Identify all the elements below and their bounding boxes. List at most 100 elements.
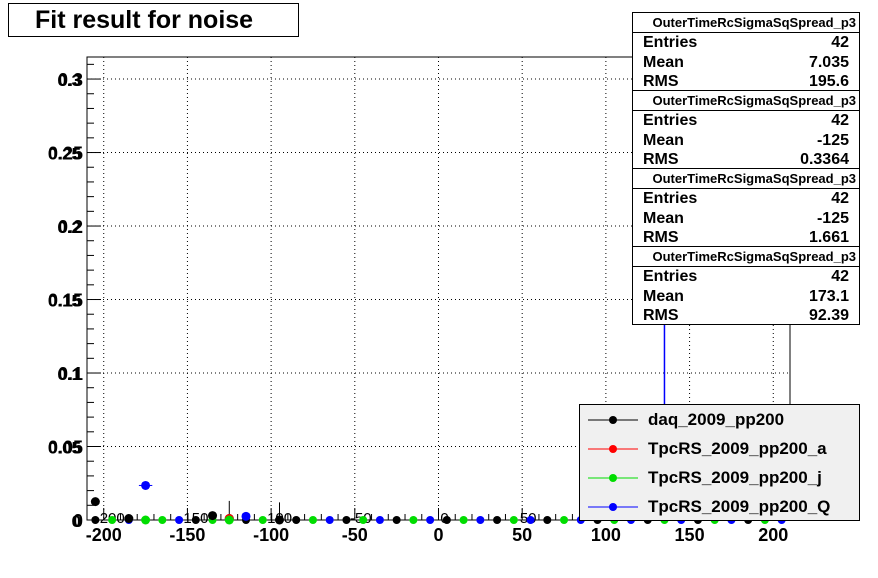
zero-point: [308, 516, 317, 524]
stats-label: Mean: [643, 209, 684, 227]
zero-point: [325, 516, 334, 524]
stats-label: Mean: [643, 131, 684, 149]
stats-label: Entries: [643, 112, 698, 129]
stats-header: OuterTimeRcSigmaSqSpread_p3: [633, 247, 859, 267]
stats-value: -125: [816, 131, 849, 149]
data-point: [90, 497, 100, 507]
x-tick-label: 100: [591, 525, 621, 545]
stats-row-entries: Entries 42: [633, 33, 859, 53]
y-tick-label: 0.25: [48, 144, 83, 164]
inner-y-tick-label: 0.1: [57, 365, 81, 384]
stats-label: RMS: [643, 229, 679, 246]
legend-entry: TpcRS_2009_pp200_a: [580, 435, 859, 464]
y-tick-label: 0.2: [58, 217, 83, 237]
y-tick-label: 0.3: [58, 70, 83, 90]
stats-row-entries: Entries 42: [633, 267, 859, 287]
zero-point: [459, 516, 468, 524]
stats-box-2: OuterTimeRcSigmaSqSpread_p3 Entries 42 Me…: [632, 90, 860, 169]
stats-label: Entries: [643, 268, 698, 285]
zero-point: [292, 516, 301, 524]
data-point: [141, 480, 151, 490]
stats-value: 7.035: [808, 53, 849, 71]
data-point: [241, 511, 251, 521]
stats-row-mean: Mean 173.1: [633, 287, 859, 307]
stats-row-rms: RMS 0.3364: [633, 150, 859, 170]
inner-y-tick-label: 0.2: [57, 218, 81, 237]
legend-label: TpcRS_2009_pp200_j: [648, 468, 822, 487]
zero-point: [359, 516, 368, 524]
legend: daq_2009_pp200 TpcRS_2009_pp200_a TpcRS_…: [579, 404, 860, 521]
stats-row-mean: Mean -125: [633, 209, 859, 229]
stats-row-entries: Entries 42: [633, 111, 859, 131]
stats-value: 42: [831, 34, 849, 51]
inner-y-tick-label: 0.3: [57, 71, 81, 90]
legend-marker: [588, 503, 638, 511]
stats-header: OuterTimeRcSigmaSqSpread_p3: [633, 91, 859, 111]
zero-point: [175, 516, 184, 524]
zero-point: [375, 516, 384, 524]
zero-point: [543, 516, 552, 524]
inner-y-tick-label: 0.25: [48, 145, 81, 164]
inner-y-tick-label: 0.05: [48, 439, 81, 458]
stats-header: OuterTimeRcSigmaSqSpread_p3: [633, 169, 859, 189]
stats-row-entries: Entries 42: [633, 189, 859, 209]
y-tick-label: 0: [73, 511, 83, 531]
x-tick-label: 50: [512, 525, 532, 545]
legend-label: daq_2009_pp200: [648, 410, 785, 429]
zero-point: [258, 516, 267, 524]
legend-entry: daq_2009_pp200: [580, 406, 859, 435]
x-tick-label: 200: [758, 525, 788, 545]
y-tick-label: 0.1: [58, 364, 83, 384]
stats-row-rms: RMS 92.39: [633, 306, 859, 326]
zero-point: [493, 516, 502, 524]
stats-label: RMS: [643, 73, 679, 90]
stats-box-3: OuterTimeRcSigmaSqSpread_p3 Entries 42 Me…: [632, 168, 860, 247]
zero-point: [442, 516, 451, 524]
stats-value: 0.3364: [800, 151, 849, 168]
inner-y-tick-label: 0.15: [48, 292, 81, 311]
stats-row-rms: RMS 195.6: [633, 72, 859, 92]
data-point: [274, 515, 284, 525]
x-tick-label: -100: [253, 525, 289, 545]
y-tick-label: 0.05: [48, 438, 83, 458]
zero-point: [392, 516, 401, 524]
legend-label: TpcRS_2009_pp200_Q: [648, 497, 831, 516]
zero-point: [91, 516, 100, 524]
data-point: [124, 514, 134, 524]
stats-value: 92.39: [808, 307, 849, 324]
legend-entry: TpcRS_2009_pp200_j: [580, 464, 859, 493]
x-tick-label: -50: [342, 525, 368, 545]
data-point: [141, 515, 151, 525]
legend-label: TpcRS_2009_pp200_a: [648, 439, 827, 458]
stats-value: 1.661: [808, 229, 849, 246]
zero-point: [342, 516, 351, 524]
stats-value: -125: [816, 209, 849, 227]
stats-value: 42: [831, 112, 849, 129]
stats-box-4: OuterTimeRcSigmaSqSpread_p3 Entries 42 Me…: [632, 246, 860, 325]
stats-value: 42: [831, 190, 849, 207]
legend-marker: [588, 474, 638, 482]
zero-point: [560, 516, 569, 524]
zero-point: [426, 516, 435, 524]
stats-label: Entries: [643, 190, 698, 207]
stats-row-rms: RMS 1.661: [633, 228, 859, 248]
y-tick-label: 0.15: [48, 291, 83, 311]
stats-label: Mean: [643, 53, 684, 71]
stats-value: 173.1: [808, 287, 849, 305]
stats-row-mean: Mean -125: [633, 131, 859, 151]
stats-header: OuterTimeRcSigmaSqSpread_p3: [633, 13, 859, 33]
zero-point: [409, 516, 418, 524]
zero-point: [108, 516, 117, 524]
stats-label: RMS: [643, 307, 679, 324]
legend-entry: TpcRS_2009_pp200_Q: [580, 493, 859, 522]
stats-value: 42: [831, 268, 849, 285]
zero-point: [476, 516, 485, 524]
legend-marker: [588, 445, 638, 453]
legend-marker: [588, 416, 638, 424]
zero-point: [526, 516, 535, 524]
stats-box-1: OuterTimeRcSigmaSqSpread_p3 Entries 42 Me…: [632, 12, 860, 91]
data-point: [224, 515, 234, 525]
stats-value: 195.6: [808, 73, 849, 90]
chart-title: Fit result for noise: [8, 3, 299, 37]
x-tick-label: -150: [169, 525, 205, 545]
